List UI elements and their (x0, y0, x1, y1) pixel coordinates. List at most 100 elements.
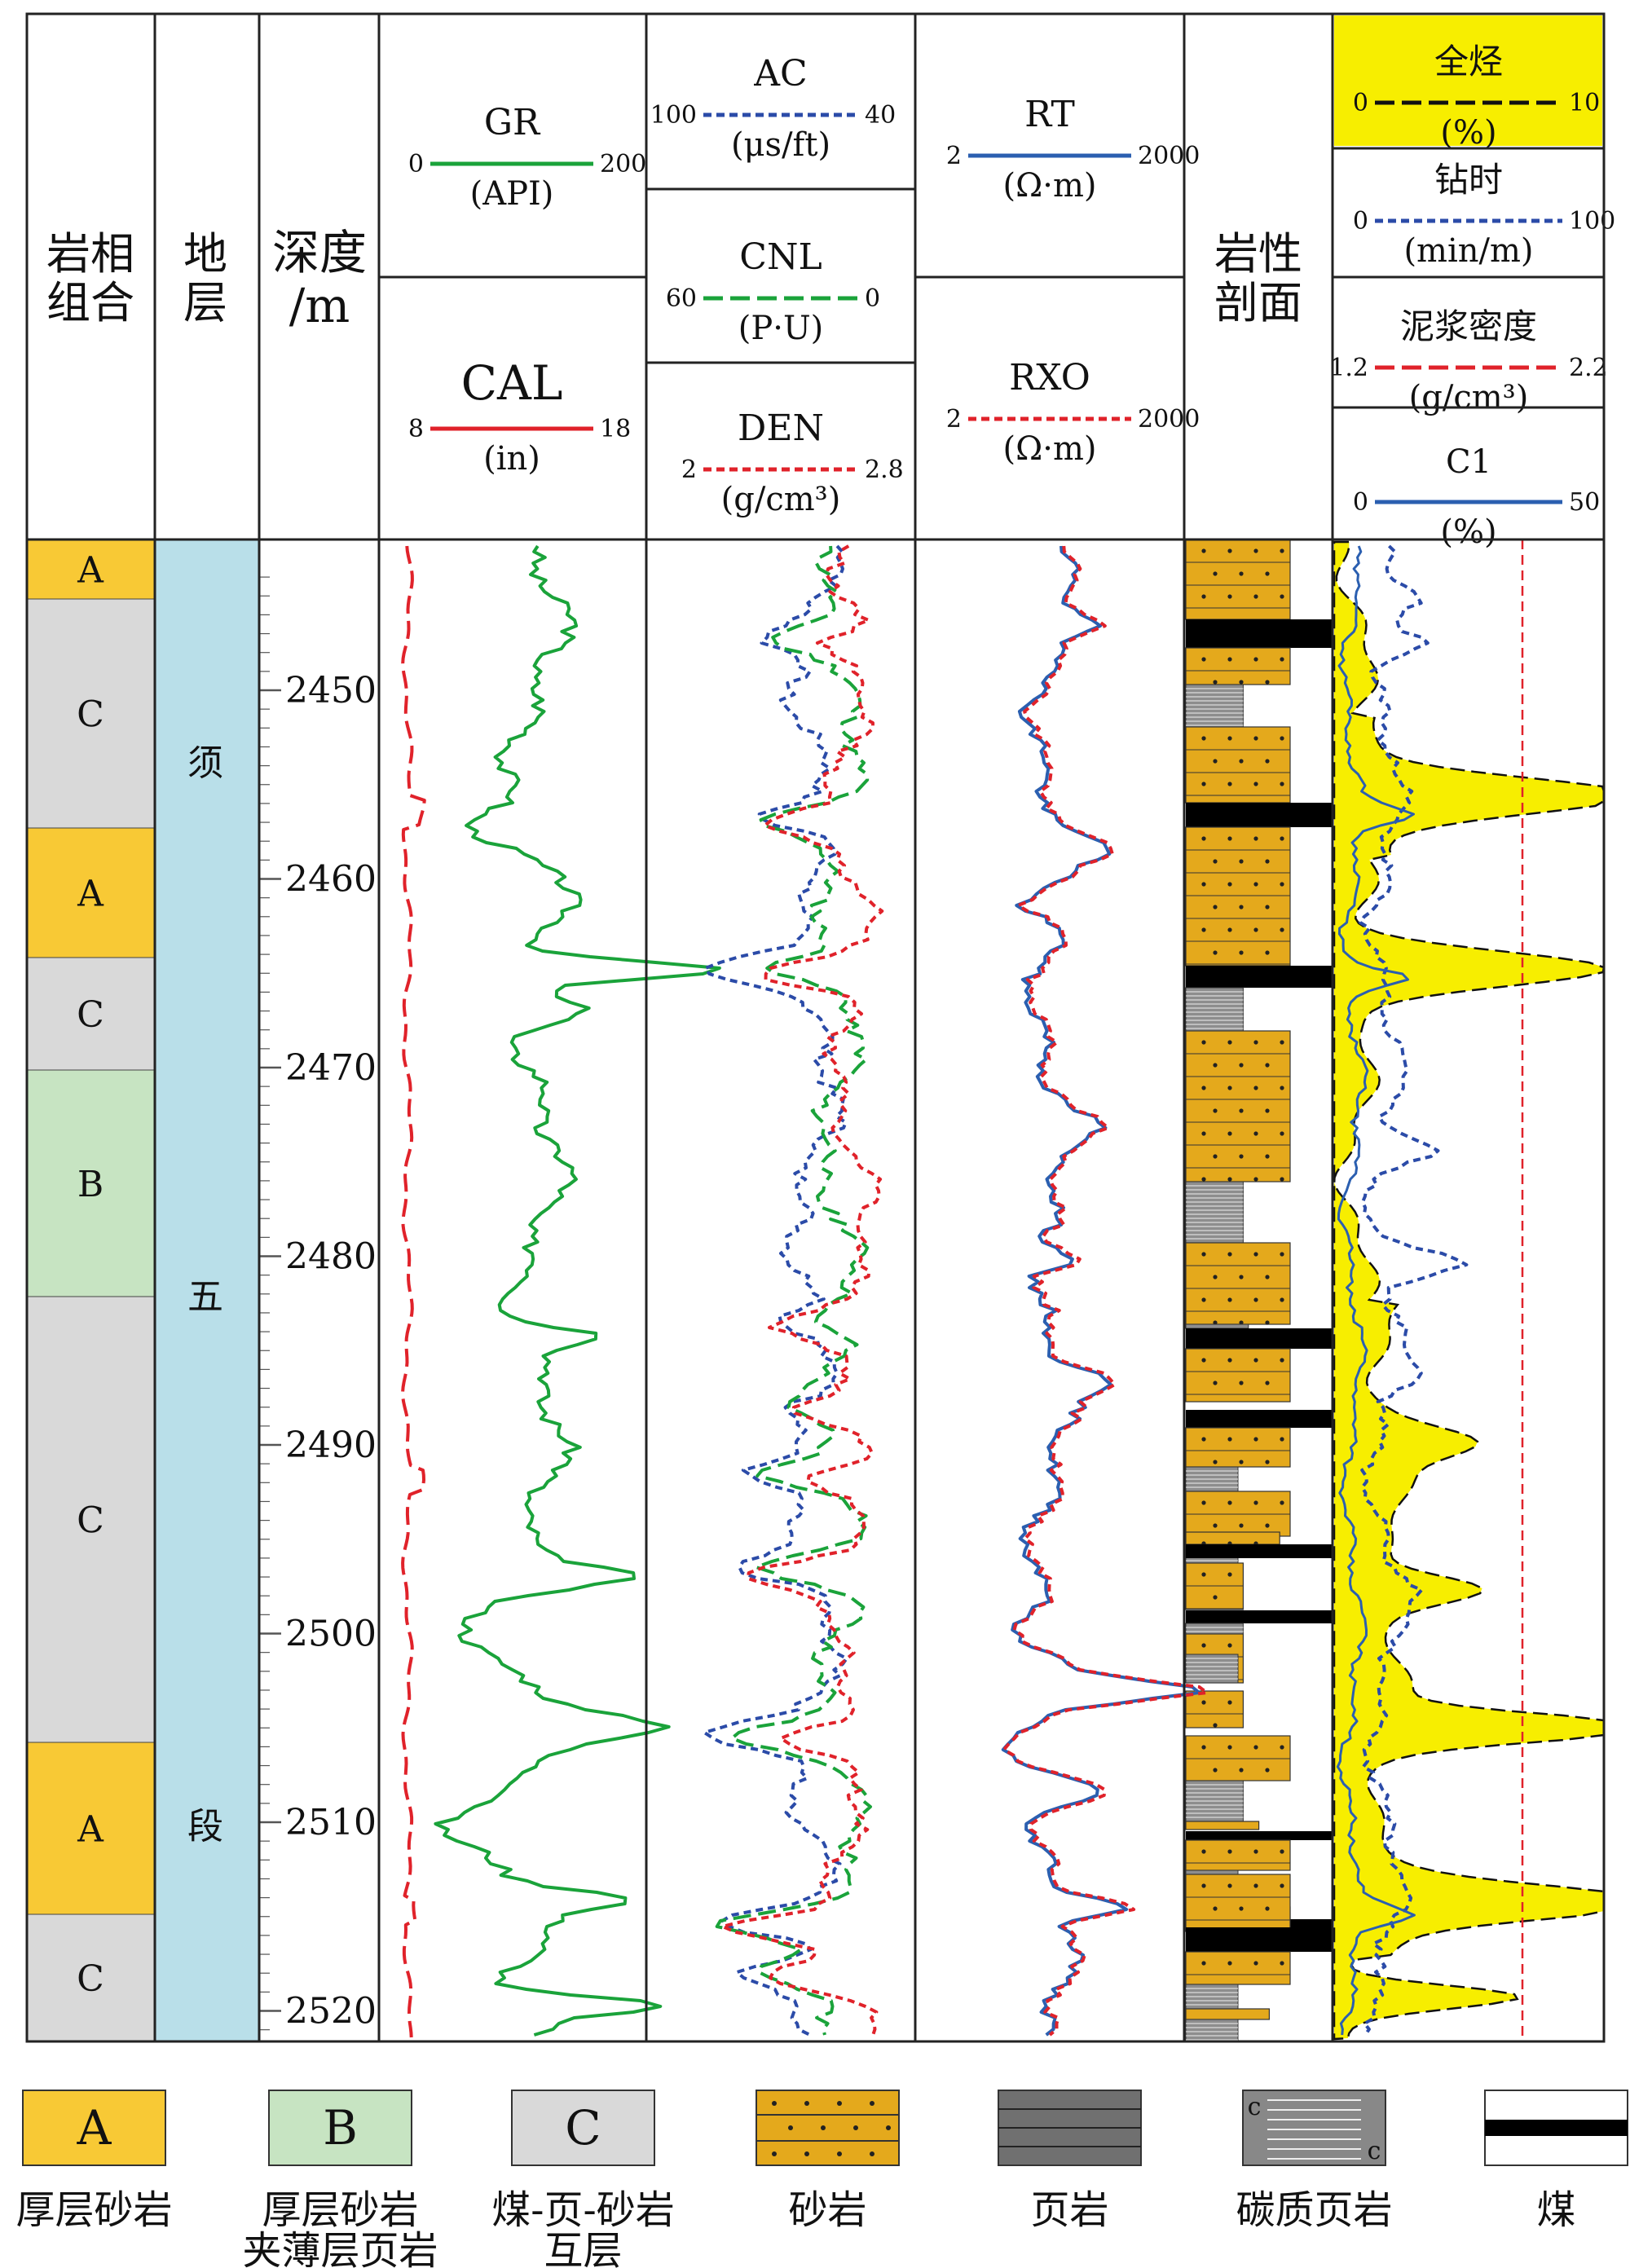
lith-dot (1253, 1177, 1258, 1182)
lith-dot (1227, 657, 1232, 662)
lith-dot (1265, 1275, 1270, 1279)
lith-dot (1227, 736, 1232, 741)
lith-dot (1253, 1252, 1258, 1257)
lith-dot (1239, 1063, 1244, 1068)
depth-label: 2490 (285, 1425, 377, 1466)
lith-dot (1227, 548, 1232, 553)
lith-dot (1253, 736, 1258, 741)
lith-dot (1239, 571, 1244, 576)
lith-dot (1280, 1086, 1284, 1090)
track-name: CAL (461, 355, 563, 411)
lith-shale (1185, 2019, 1239, 2042)
lith-dot (1227, 1572, 1232, 1577)
track-min: 60 (666, 284, 697, 313)
lith-dot (1227, 1700, 1232, 1705)
lith-dot (1280, 1040, 1284, 1045)
lith-dot (1239, 1381, 1244, 1385)
lith-dot (1201, 1500, 1206, 1505)
lith-sandstone (1185, 647, 1291, 685)
lith-dot (1265, 1906, 1270, 1911)
lith-dot (1227, 1086, 1232, 1090)
lith-dot (1253, 1297, 1258, 1302)
lith-dot (1253, 1131, 1258, 1136)
track-min: 100 (650, 101, 697, 130)
lith-dot (1265, 905, 1270, 909)
legend-dot (804, 2151, 809, 2156)
lith-dot (1280, 594, 1284, 599)
lith-sandstone (1185, 1821, 1260, 1830)
lith-dot (1253, 1745, 1258, 1750)
lith-dot (1280, 927, 1284, 932)
track-name: RXO (1009, 357, 1090, 399)
lith-dot (1253, 1086, 1258, 1090)
strata-char: 须 (187, 742, 223, 784)
track-max: 0 (865, 284, 880, 313)
legend-dot (772, 2151, 777, 2156)
lith-dot (1253, 782, 1258, 786)
lith-sandstone (1185, 1531, 1280, 1545)
legend-swatch-text: A (77, 2100, 112, 2156)
strata-fill (155, 539, 259, 2041)
track-max: 50 (1569, 488, 1600, 517)
legend-dot (772, 2101, 777, 2106)
track-min: 0 (1353, 207, 1368, 236)
lith-dot (1265, 571, 1270, 576)
lith-sandstone (1185, 1690, 1245, 1729)
legend-c: c (1248, 2093, 1262, 2121)
lith-dot (1213, 950, 1218, 955)
lith-dot (1280, 1131, 1284, 1136)
lith-dot (1227, 927, 1232, 932)
lith-dot (1227, 836, 1232, 841)
track-min: 0 (1353, 488, 1368, 517)
lith-dot (1201, 1643, 1206, 1648)
track-min: 1.2 (1329, 354, 1368, 382)
header-label: 岩相 (46, 228, 134, 280)
curve-rop (1359, 544, 1469, 2037)
track-max: 10 (1569, 89, 1600, 117)
curve-ac (703, 544, 848, 2037)
lith-dot (1239, 1275, 1244, 1279)
lith-dot (1227, 882, 1232, 887)
lith-dot (1201, 594, 1206, 599)
lith-dot (1201, 836, 1206, 841)
log-grid (25, 12, 1606, 2043)
gas-header-fill (1334, 15, 1602, 146)
facies-block (26, 957, 156, 1071)
lith-dot (1201, 1745, 1206, 1750)
track-name: RT (1024, 94, 1075, 135)
track-min: 8 (408, 415, 424, 443)
lith-dot (1239, 759, 1244, 764)
lith-dot (1201, 548, 1206, 553)
lith-dot (1239, 1906, 1244, 1911)
lith-shale (1185, 987, 1244, 1032)
lith-dot (1253, 1849, 1258, 1854)
lith-dot (1201, 1883, 1206, 1888)
legend-label: 碳质页岩 (1236, 2187, 1392, 2233)
lith-dot (1265, 859, 1270, 864)
track-max: 200 (600, 150, 646, 178)
legend-swatch-text: C (565, 2100, 601, 2156)
lith-sandstone (1185, 2008, 1271, 2020)
legend-dot (837, 2101, 842, 2106)
lith-dot (1280, 1500, 1284, 1505)
lith-coal (1186, 1927, 1333, 1952)
lith-dot (1201, 1131, 1206, 1136)
lith-dot (1213, 1723, 1218, 1728)
lith-sandstone (1185, 826, 1291, 967)
curve-rt (1001, 545, 1201, 2037)
legend-label: 煤-页-砂岩 (491, 2187, 674, 2233)
frame (25, 12, 1606, 2043)
track-unit: (in) (483, 440, 540, 478)
strata-char: 五 (187, 1276, 223, 1318)
lith-dot (1201, 782, 1206, 786)
lith-dot (1253, 1961, 1258, 1966)
track-unit: (μs/ft) (731, 126, 830, 164)
lith-dot (1280, 1252, 1284, 1257)
lith-dot (1280, 1961, 1284, 1966)
track-max: 100 (1569, 207, 1615, 236)
header-label: 地 (183, 228, 227, 280)
track-min: 2 (681, 456, 697, 484)
lith-dot (1213, 1154, 1218, 1159)
lith-dot (1280, 1849, 1284, 1854)
lith-dot (1227, 1297, 1232, 1302)
